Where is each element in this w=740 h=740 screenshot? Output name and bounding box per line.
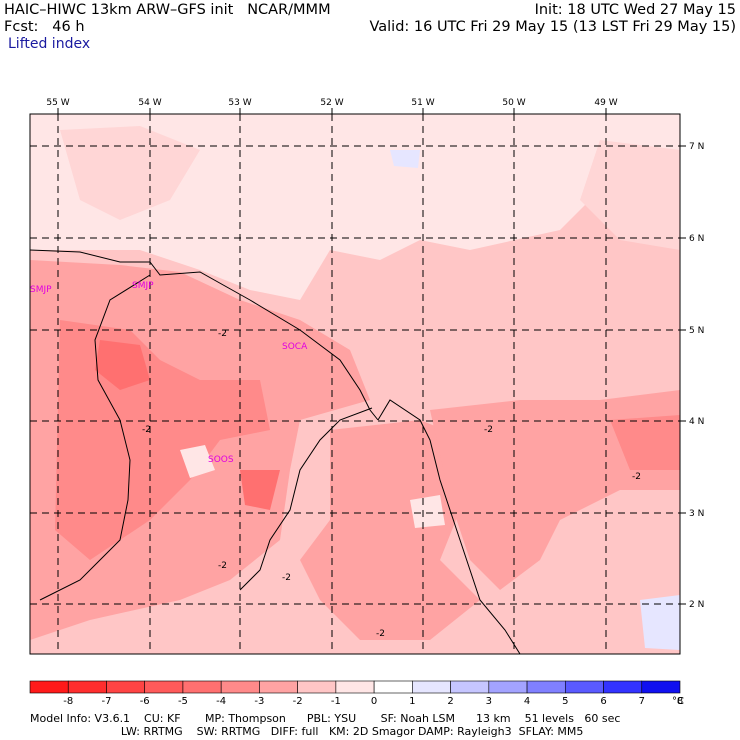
- lon-label: 53 W: [228, 98, 251, 108]
- lat-label: 2 N: [689, 600, 704, 610]
- model-info-line1: Model Info: V3.6.1 CU: KF MP: Thompson P…: [30, 712, 621, 725]
- colorbar-swatch: [564, 680, 604, 694]
- colorbar-tick-label: -3: [254, 696, 264, 707]
- colorbar-tick-label: 3: [486, 696, 492, 707]
- lon-label: 50 W: [502, 98, 525, 108]
- contour-label: -2: [484, 425, 493, 435]
- colorbar-tick-label: 5: [562, 696, 568, 707]
- lat-label: 6 N: [689, 234, 704, 244]
- colorbar-swatch: [641, 680, 681, 694]
- lat-label: 5 N: [689, 326, 704, 336]
- coastline-and-borders: [29, 249, 521, 655]
- colorbar: -8 -7 -6 -5 -4 -3 -2 -1 0 1 2 3 4 5 6 7 8°C: [29, 680, 684, 707]
- field-title: Lifted index: [8, 36, 91, 52]
- contour-label: -2: [218, 329, 227, 339]
- colorbar-swatch: [335, 680, 375, 694]
- lat-lon-grid: [30, 114, 680, 654]
- model-info-line2: LW: RRTMG SW: RRTMG DIFF: full KM: 2D Sm…: [30, 725, 584, 738]
- header-title: HAIC–HIWC 13km ARW–GFS init NCAR/MMM: [4, 2, 331, 18]
- colorbar-swatch: [603, 680, 643, 694]
- contour-label: -2: [632, 472, 641, 482]
- lifted-index-field: [30, 114, 680, 654]
- contour-label: -2: [282, 573, 291, 583]
- colorbar-tick-label: -2: [293, 696, 303, 707]
- valid-time: Valid: 16 UTC Fri 29 May 15 (13 LST Fri …: [369, 19, 736, 35]
- colorbar-tick-label: 7: [639, 696, 645, 707]
- lat-label: 3 N: [689, 509, 704, 519]
- station-label: SOOS: [208, 455, 234, 465]
- contour-label: -2: [218, 561, 227, 571]
- forecast-hour: Fcst: 46 h: [4, 19, 85, 35]
- lat-axis: 7 N 6 N 5 N 4 N 3 N 2 N: [680, 142, 704, 610]
- colorbar-tick-label: 2: [447, 696, 453, 707]
- colorbar-tick-label: 8: [677, 696, 683, 707]
- map-frame: [29, 113, 681, 655]
- colorbar-swatch: [488, 680, 528, 694]
- colorbar-swatch: [259, 680, 298, 694]
- lon-axis: 55 W 54 W 53 W 52 W 51 W 50 W 49 W: [46, 98, 618, 114]
- colorbar-swatch: [29, 680, 69, 694]
- lat-label: 4 N: [689, 417, 704, 427]
- colorbar-swatch: [182, 680, 222, 694]
- colorbar-tick-label: -7: [101, 696, 111, 707]
- colorbar-swatch: [67, 680, 107, 694]
- colorbar-tick-label: -1: [331, 696, 341, 707]
- colorbar-swatch: [220, 680, 260, 694]
- colorbar-swatch: [373, 680, 413, 694]
- lat-label: 7 N: [689, 142, 704, 152]
- station-label: SMJP: [30, 285, 52, 295]
- station-label: SOCA: [282, 342, 308, 352]
- colorbar-swatch: [412, 680, 451, 694]
- colorbar-tick-label: -8: [63, 696, 73, 707]
- lon-label: 55 W: [46, 98, 69, 108]
- init-time: Init: 18 UTC Wed 27 May 15: [534, 2, 736, 18]
- colorbar-swatch: [297, 680, 337, 694]
- colorbar-tick-label: 1: [409, 696, 415, 707]
- colorbar-swatch: [144, 680, 184, 694]
- contour-label: -2: [142, 425, 151, 435]
- lon-label: 51 W: [411, 98, 434, 108]
- colorbar-tick-label: -5: [178, 696, 188, 707]
- contour-labels: -2 -2 -2 -2 -2 -2 -2: [142, 329, 641, 639]
- colorbar-tick-label: 6: [600, 696, 606, 707]
- colorbar-unit: °C: [672, 696, 684, 707]
- lon-label: 54 W: [138, 98, 161, 108]
- colorbar-tick-label: 0: [371, 696, 377, 707]
- contour-label: -2: [376, 629, 385, 639]
- colorbar-swatch: [526, 680, 566, 694]
- colorbar-tick-label: -6: [140, 696, 150, 707]
- colorbar-tick-label: 4: [524, 696, 530, 707]
- lon-label: 52 W: [320, 98, 343, 108]
- lon-label: 49 W: [594, 98, 617, 108]
- station-label: SMJP: [132, 281, 154, 291]
- colorbar-swatch: [106, 680, 146, 694]
- colorbar-swatch: [450, 680, 490, 694]
- colorbar-tick-label: -4: [216, 696, 226, 707]
- station-labels: SMJP SOCA SMJP SOOS: [30, 281, 308, 465]
